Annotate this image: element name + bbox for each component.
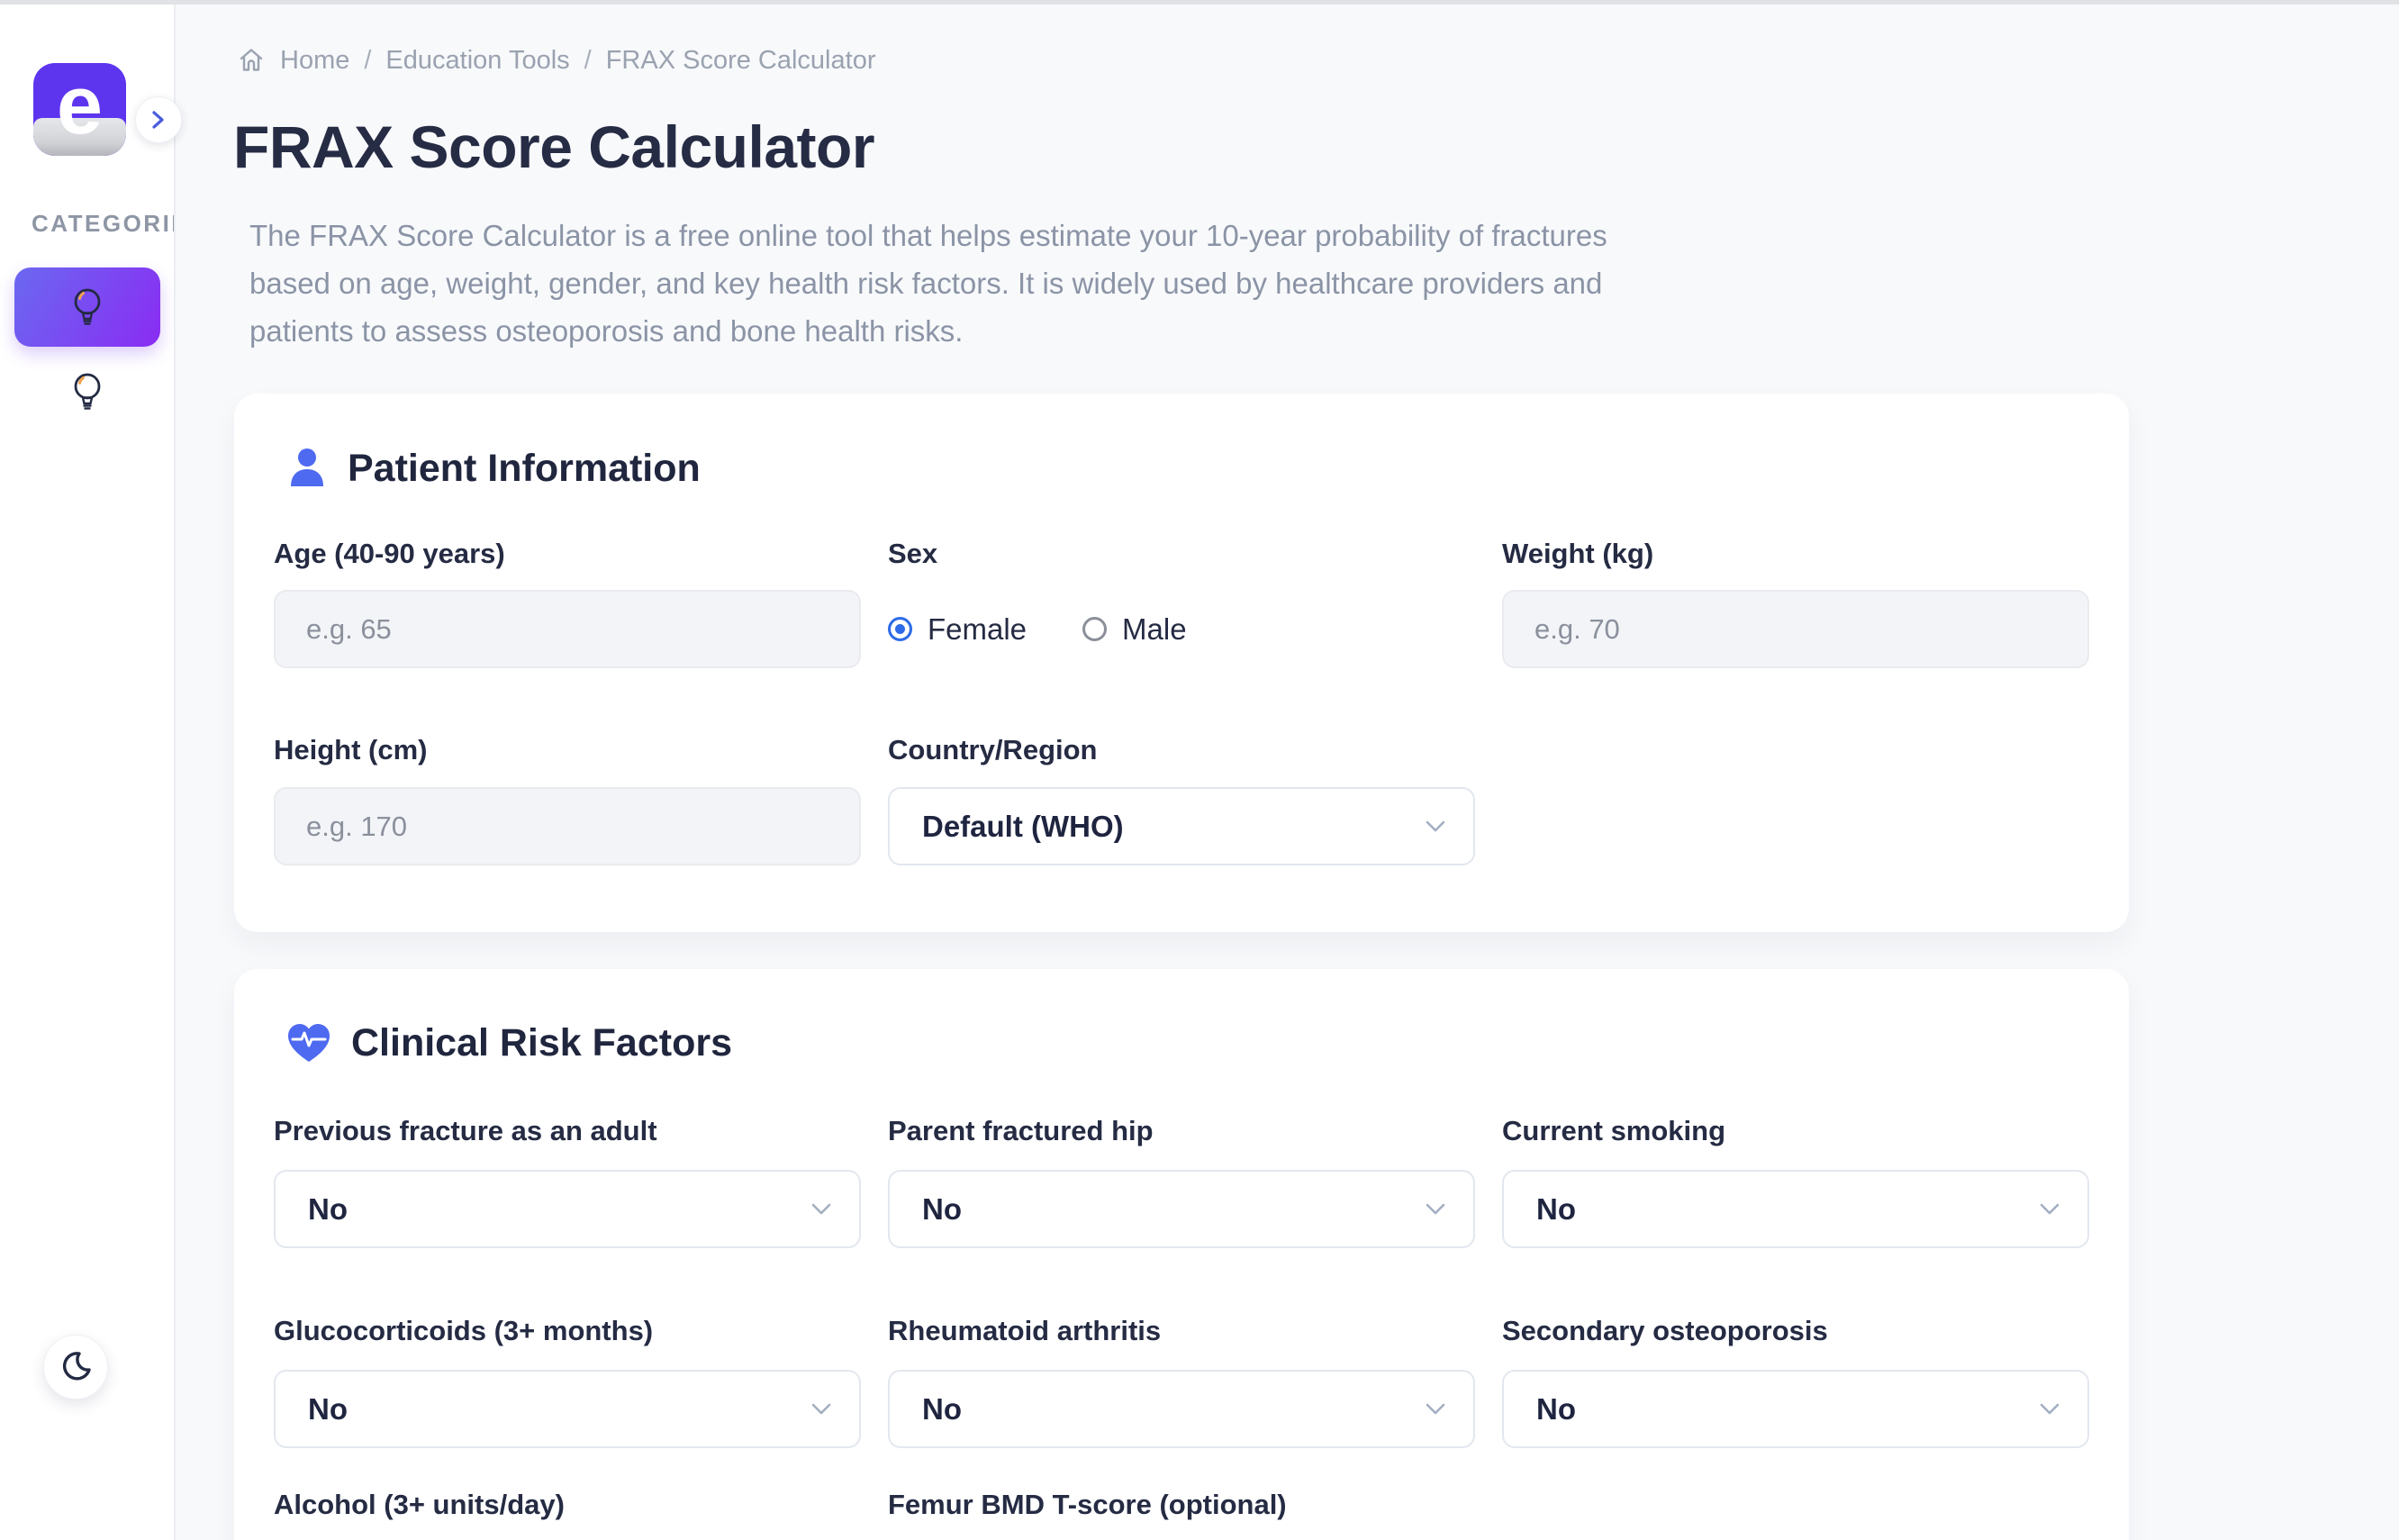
logo-letter: e (56, 63, 104, 151)
app-logo[interactable]: e (33, 63, 126, 156)
previous-fracture-value: No (308, 1191, 348, 1226)
alcohol-label: Alcohol (3+ units/day) (274, 1489, 565, 1520)
chevron-down-icon (810, 1203, 832, 1216)
rheumatoid-arthritis-label: Rheumatoid arthritis (888, 1315, 1162, 1346)
secondary-osteoporosis-label: Secondary osteoporosis (1502, 1315, 1828, 1346)
parent-fractured-hip-select[interactable]: No (888, 1170, 1475, 1248)
chevron-down-icon (1425, 1403, 1446, 1416)
height-input-box (274, 787, 861, 865)
rheumatoid-arthritis-select[interactable]: No (888, 1370, 1475, 1448)
dark-mode-toggle[interactable] (43, 1335, 108, 1400)
chevron-down-icon (2039, 1403, 2060, 1416)
sex-option-female[interactable]: Female (888, 612, 1027, 647)
previous-fracture-select[interactable]: No (274, 1170, 861, 1248)
chevron-down-icon (810, 1403, 832, 1416)
previous-fracture-label: Previous fracture as an adult (274, 1115, 657, 1146)
height-input[interactable] (276, 789, 859, 864)
current-smoking-select[interactable]: No (1502, 1170, 2089, 1248)
lightbulb-icon (71, 371, 104, 412)
logo-keycap (33, 118, 126, 156)
secondary-osteoporosis-value: No (1536, 1391, 1576, 1426)
chevron-down-icon (1425, 1203, 1446, 1216)
sidebar-item-education-tools[interactable] (71, 371, 104, 412)
age-input[interactable] (276, 592, 859, 666)
male-radio-label: Male (1122, 611, 1187, 646)
page-title: FRAX Score Calculator (233, 113, 875, 180)
sex-option-male[interactable]: Male (1082, 612, 1187, 647)
female-radio-label: Female (928, 611, 1027, 646)
page-description: The FRAX Score Calculator is a free onli… (249, 219, 1607, 348)
clinical-risk-factors-card: Clinical Risk Factors Previous fracture … (234, 969, 2129, 1540)
person-icon (286, 446, 328, 491)
weight-input-box (1502, 590, 2089, 668)
weight-input[interactable] (1504, 592, 2087, 666)
rheumatoid-arthritis-value: No (922, 1391, 962, 1426)
current-smoking-value: No (1536, 1191, 1576, 1226)
weight-label: Weight (kg) (1502, 538, 1654, 569)
glucocorticoids-label: Glucocorticoids (3+ months) (274, 1315, 654, 1346)
chevron-down-icon (1425, 820, 1446, 833)
heart-pulse-icon (286, 1022, 331, 1065)
breadcrumb-current-page: FRAX Score Calculator (605, 45, 876, 75)
glucocorticoids-value: No (308, 1391, 348, 1426)
sidebar-expand-button[interactable] (135, 96, 182, 143)
age-label: Age (40-90 years) (274, 538, 505, 569)
radio-unselected-icon[interactable] (1082, 617, 1108, 641)
patient-information-heading: Patient Information (348, 446, 701, 490)
country-select[interactable]: Default (WHO) (888, 787, 1475, 865)
glucocorticoids-select[interactable]: No (274, 1370, 861, 1448)
parent-fractured-hip-label: Parent fractured hip (888, 1115, 1154, 1146)
lightbulb-icon (71, 286, 104, 328)
breadcrumb-separator: / (584, 45, 592, 75)
top-edge-strip (0, 0, 2399, 5)
sex-label: Sex (888, 538, 938, 569)
chevron-right-icon (151, 109, 166, 131)
breadcrumb-separator: / (364, 45, 372, 75)
age-input-box (274, 590, 861, 668)
femur-bmd-label: Femur BMD T-score (optional) (888, 1489, 1287, 1520)
breadcrumb-education-tools[interactable]: Education Tools (385, 45, 570, 75)
secondary-osteoporosis-select[interactable]: No (1502, 1370, 2089, 1448)
clinical-risk-factors-heading: Clinical Risk Factors (351, 1021, 732, 1064)
breadcrumb: Home / Education Tools / FRAX Score Calc… (237, 42, 875, 78)
categories-heading: CATEGORIES (32, 210, 174, 237)
main-content: Home / Education Tools / FRAX Score Calc… (176, 5, 2399, 1540)
patient-information-card: Patient Information Age (40-90 years) Se… (234, 394, 2129, 932)
breadcrumb-home[interactable]: Home (280, 45, 350, 75)
country-select-value: Default (WHO) (922, 809, 1124, 843)
sidebar-item-education-tools-active[interactable] (14, 267, 160, 347)
sidebar: e CATEGORIES (0, 5, 176, 1540)
home-icon (237, 46, 266, 75)
current-smoking-label: Current smoking (1502, 1115, 1726, 1146)
sex-radio-group: Female Male (888, 590, 1475, 668)
country-label: Country/Region (888, 734, 1098, 765)
moon-icon (58, 1349, 94, 1385)
chevron-down-icon (2039, 1203, 2060, 1216)
parent-fractured-hip-value: No (922, 1191, 962, 1226)
height-label: Height (cm) (274, 734, 428, 765)
radio-selected-icon[interactable] (888, 617, 912, 641)
